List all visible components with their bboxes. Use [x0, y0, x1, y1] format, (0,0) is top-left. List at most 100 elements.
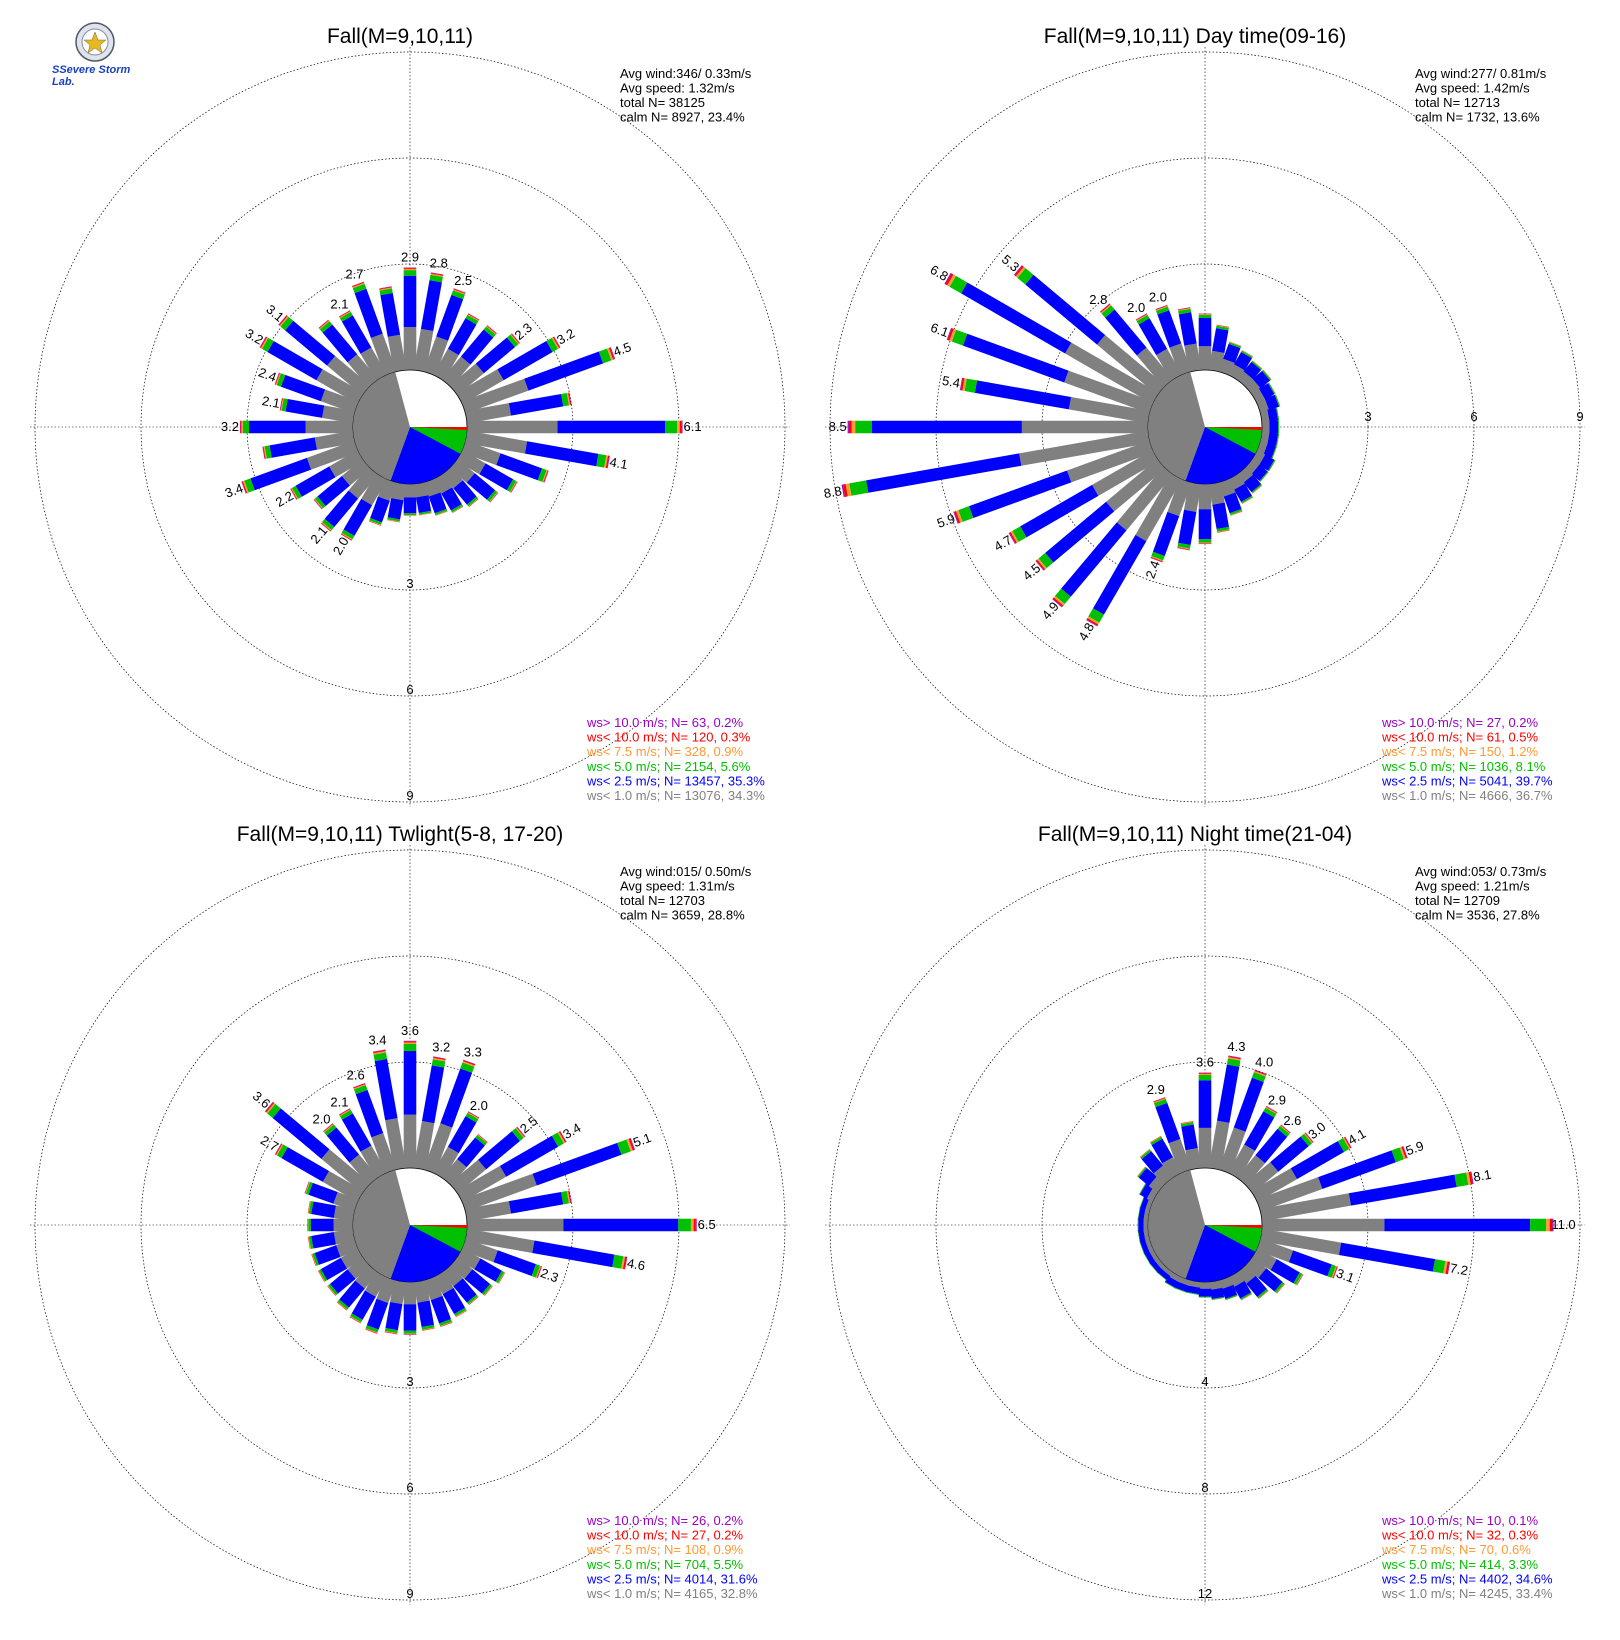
bar-segment-orange: [353, 1084, 366, 1090]
bar-segment-green: [350, 1313, 363, 1323]
bar-segment-blue: [1105, 309, 1147, 356]
bar-segment-green: [1137, 1166, 1147, 1178]
stat-line: calm N= 3536, 27.8%: [1415, 908, 1540, 923]
bar-segment-gray: [1244, 1162, 1279, 1194]
bar-segment-gray: [1156, 348, 1182, 381]
bar-segment-red: [353, 1083, 366, 1089]
bar-segment-red: [552, 336, 561, 349]
bar-segment-orange: [279, 316, 289, 327]
bar-segment-green: [1251, 360, 1262, 370]
bar-segment-red: [304, 1181, 310, 1194]
bar-segment-orange: [1277, 407, 1280, 421]
calm-wedge-gray: [353, 371, 410, 481]
bar-segment-orange: [341, 532, 353, 540]
bar-segment-green: [506, 334, 519, 348]
bar-segment-blue: [1212, 502, 1230, 530]
bar-segment-blue: [1244, 1111, 1275, 1151]
bar-segment-blue: [403, 1304, 417, 1331]
bar-segment-blue: [417, 1300, 435, 1328]
bar-segment-green: [353, 1085, 368, 1095]
bar-segment-red: [468, 1296, 479, 1306]
bar-segment-red: [568, 392, 572, 406]
calm-wedge-gray: [353, 1169, 410, 1279]
bar-segment-blue: [355, 1089, 384, 1138]
bar-segment-blue: [403, 275, 417, 327]
stat-line: Avg wind:346/ 0.33m/s: [620, 66, 752, 81]
bar-segment-blue: [311, 1201, 336, 1218]
bar-segment-purple: [278, 315, 287, 326]
bar-segment-green: [1274, 1281, 1285, 1294]
bar-segment-orange: [1276, 1283, 1285, 1294]
bar-segment-red: [453, 288, 466, 294]
bar-segment-green: [596, 453, 607, 468]
bar-segment-green: [1293, 1272, 1303, 1285]
range-ring: [829, 51, 1581, 803]
bar-segment-red: [1549, 1218, 1553, 1232]
bar-segment-green: [1149, 1263, 1158, 1274]
legend-entry-gray: ws< 1.0 m/s; N= 4666, 36.7%: [1381, 788, 1553, 803]
stat-line: Avg wind:053/ 0.73m/s: [1415, 864, 1547, 879]
bar-segment-orange: [311, 1253, 317, 1266]
bar-segment-red: [1014, 265, 1024, 277]
stat-line: Avg speed: 1.32m/s: [620, 81, 735, 96]
bar-segment-gray: [1185, 1148, 1202, 1170]
bar-segment-green: [1012, 526, 1027, 542]
ring-label: 8: [1201, 1480, 1208, 1495]
bar-segment-orange: [291, 487, 299, 500]
bar-segment-orange: [308, 1236, 311, 1249]
bar-segment-orange: [1217, 529, 1230, 533]
bar-segment-blue: [1140, 1196, 1150, 1210]
bar-segment-blue: [1198, 317, 1212, 347]
bar-value-label: 2.0: [312, 1112, 330, 1127]
bar-value-label: 6.1: [929, 320, 951, 340]
bar-segment-green: [561, 392, 570, 407]
bar-segment-purple: [847, 420, 849, 434]
bar-segment-blue: [497, 341, 553, 381]
bar-segment-blue: [961, 282, 1072, 354]
bar-segment-orange: [1272, 446, 1278, 459]
bar-segment-blue: [1045, 501, 1115, 563]
bar-segment-green: [439, 1319, 452, 1327]
bar-segment-blue: [370, 496, 390, 523]
bar-segment-green: [1241, 350, 1253, 359]
bar-segment-blue: [380, 292, 401, 337]
bar-segment-green: [369, 518, 382, 525]
bar-segment-purple: [318, 319, 329, 329]
bar-segment-green: [1278, 420, 1280, 434]
bar-segment-blue: [457, 1137, 485, 1168]
bar-segment-blue: [428, 492, 447, 514]
bar-segment-red: [848, 420, 852, 434]
bar-segment-red: [1149, 1135, 1162, 1143]
bar-segment-blue: [1267, 408, 1279, 423]
bar-segment-purple: [1447, 1261, 1451, 1275]
bar-segment-orange: [1180, 1121, 1194, 1125]
calm-wedge-red: [1205, 427, 1262, 430]
bar-segment-orange: [1198, 542, 1212, 544]
bar-segment-orange: [319, 320, 330, 330]
bar-segment-gray: [465, 403, 512, 424]
calm-wedge-red: [410, 427, 467, 430]
bar-segment-gray: [360, 347, 387, 381]
bar-segment-red: [498, 1272, 506, 1284]
bar-value-label: 2.5: [454, 273, 472, 288]
bar-segment-gray: [461, 440, 501, 466]
bar-segment-purple: [959, 377, 963, 391]
ring-label: 9: [1576, 409, 1583, 424]
bar-segment-gray: [1260, 1193, 1352, 1222]
bar-segment-red: [323, 1123, 334, 1132]
bar-value-label: 2.8: [1089, 292, 1107, 307]
bar-segment-orange: [467, 314, 479, 322]
bar-segment-green: [1530, 1218, 1547, 1232]
bar-segment-red: [484, 1285, 493, 1296]
bar-segment-gray: [1208, 1120, 1230, 1170]
bar-segment-red: [339, 1108, 351, 1116]
bar-segment-gray: [360, 1145, 387, 1179]
bar-segment-orange: [1241, 350, 1253, 357]
bar-segment-red: [477, 1134, 488, 1143]
bar-segment-red: [960, 377, 965, 391]
bar-segment-blue: [441, 487, 462, 511]
bar-segment-green: [546, 337, 558, 352]
bar-segment-purple: [1008, 532, 1016, 544]
bar-segment-gray: [1097, 334, 1166, 396]
bar-segment-blue: [1210, 1287, 1225, 1300]
